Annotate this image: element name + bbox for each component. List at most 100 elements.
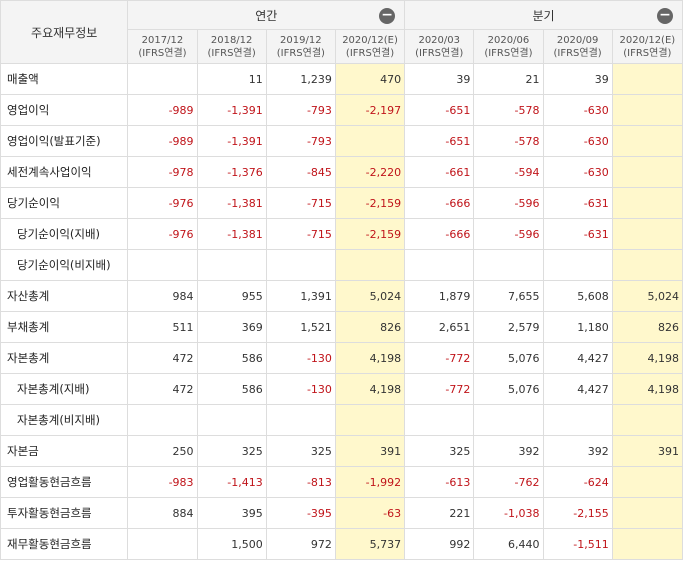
column-period: 2020/06 [487, 34, 530, 46]
table-cell: -793 [265, 125, 336, 157]
table-cell [196, 404, 267, 436]
table-row: 재무활동현금흐름 1,500 972 5,737 992 6,440 -1,511 [0, 528, 684, 560]
table-cell [611, 466, 684, 498]
table-cell [611, 63, 684, 95]
table-cell [473, 249, 544, 281]
table-cell: -631 [542, 218, 613, 250]
table-cell: -624 [542, 466, 613, 498]
table-cell [611, 528, 684, 560]
table-cell [334, 249, 406, 281]
table-cell: 1,239 [265, 63, 336, 95]
table-row: 당기순이익 -976 -1,381 -715 -2,159 -666 -596 -631 [0, 187, 684, 219]
column-standard: (IFRS연결) [276, 47, 325, 59]
table-cell: 395 [196, 497, 267, 529]
row-label: 영업이익(발표기준) [0, 125, 129, 157]
table-cell: -2,159 [334, 218, 406, 250]
table-row: 당기순이익(지배) -976 -1,381 -715 -2,159 -666 -596 -63… [0, 218, 684, 250]
table-cell: -983 [127, 466, 198, 498]
table-cell: -989 [127, 125, 198, 157]
column-period: 2020/12(E) [342, 34, 398, 46]
table-cell: 5,076 [473, 342, 544, 374]
table-cell: 5,024 [611, 280, 684, 312]
table-cell [127, 404, 198, 436]
table-cell: 5,608 [542, 280, 613, 312]
table-cell: -1,511 [542, 528, 613, 560]
row-label: 매출액 [0, 63, 129, 95]
column-header: 2017/12 (IFRS연결) [127, 29, 198, 64]
table-cell: 586 [196, 373, 267, 405]
table-cell: 391 [334, 435, 406, 467]
table-cell: 7,655 [473, 280, 544, 312]
table-cell: 984 [127, 280, 198, 312]
table-cell: -630 [542, 94, 613, 126]
table-cell [127, 528, 198, 560]
table-cell: 4,198 [611, 373, 684, 405]
table-cell: 472 [127, 342, 198, 374]
table-cell: -2,220 [334, 156, 406, 188]
table-cell: 325 [196, 435, 267, 467]
table-cell: 972 [265, 528, 336, 560]
table-row: 자본총계(비지배) [0, 404, 684, 436]
table-cell: 39 [404, 63, 475, 95]
table-cell [542, 249, 613, 281]
table-cell: 325 [404, 435, 475, 467]
table-cell [404, 249, 475, 281]
row-label: 영업이익 [0, 94, 129, 126]
table-row: 매출액 11 1,239 470 39 21 39 [0, 63, 684, 95]
table-cell: 470 [334, 63, 406, 95]
table-cell: -976 [127, 187, 198, 219]
column-period: 2020/03 [418, 34, 460, 46]
table-cell: -793 [265, 94, 336, 126]
table-cell: -578 [473, 125, 544, 157]
table-cell: 511 [127, 311, 198, 343]
row-label: 당기순이익(비지배) [0, 249, 129, 281]
annual-collapse-icon[interactable]: − [379, 8, 396, 24]
table-cell: 392 [542, 435, 613, 467]
table-cell [473, 404, 544, 436]
row-label: 당기순이익 [0, 187, 129, 219]
column-header: 2018/12 (IFRS연결) [196, 29, 267, 64]
annual-group-label: 연간 [255, 8, 278, 23]
table-cell: 1,180 [542, 311, 613, 343]
table-cell: 5,076 [473, 373, 544, 405]
table-cell: -976 [127, 218, 198, 250]
table-row: 당기순이익(비지배) [0, 249, 684, 281]
table-cell: 250 [127, 435, 198, 467]
row-label: 영업활동현금흐름 [0, 466, 129, 498]
column-period: 2020/12(E) [619, 34, 676, 46]
table-cell: -1,381 [196, 187, 267, 219]
table-cell: -762 [473, 466, 544, 498]
table-cell [611, 94, 684, 126]
table-cell: 369 [196, 311, 267, 343]
table-row: 자본금 250 325 325 391 325 392 392 391 [0, 435, 684, 467]
table-cell: -130 [265, 373, 336, 405]
table-cell: -978 [127, 156, 198, 188]
table-cell: -130 [265, 342, 336, 374]
table-cell: -651 [404, 94, 475, 126]
row-label: 자본총계(지배) [0, 373, 129, 405]
table-cell: -845 [265, 156, 336, 188]
table-cell: -1,413 [196, 466, 267, 498]
table-cell: -1,992 [334, 466, 406, 498]
table-cell: 4,427 [542, 373, 613, 405]
quarterly-group-label: 분기 [532, 8, 555, 23]
table-cell [404, 404, 475, 436]
table-cell [542, 404, 613, 436]
table-cell [611, 404, 684, 436]
table-cell: 2,651 [404, 311, 475, 343]
column-header: 2020/03 (IFRS연결) [404, 29, 475, 64]
table-cell: -578 [473, 94, 544, 126]
table-cell: 1,879 [404, 280, 475, 312]
table-cell: 472 [127, 373, 198, 405]
table-cell: 4,198 [611, 342, 684, 374]
quarterly-collapse-icon[interactable]: − [657, 8, 673, 24]
table-row: 투자활동현금흐름 884 395 -395 -63 221 -1,038 -2,155 [0, 497, 684, 529]
table-cell: -395 [265, 497, 336, 529]
table-cell: -813 [265, 466, 336, 498]
table-cell: 826 [611, 311, 684, 343]
table-cell [334, 404, 406, 436]
table-row: 영업이익(발표기준) -989 -1,391 -793 -651 -578 -630 [0, 125, 684, 157]
table-cell: -666 [404, 218, 475, 250]
table-cell [127, 63, 198, 95]
table-cell: -631 [542, 187, 613, 219]
